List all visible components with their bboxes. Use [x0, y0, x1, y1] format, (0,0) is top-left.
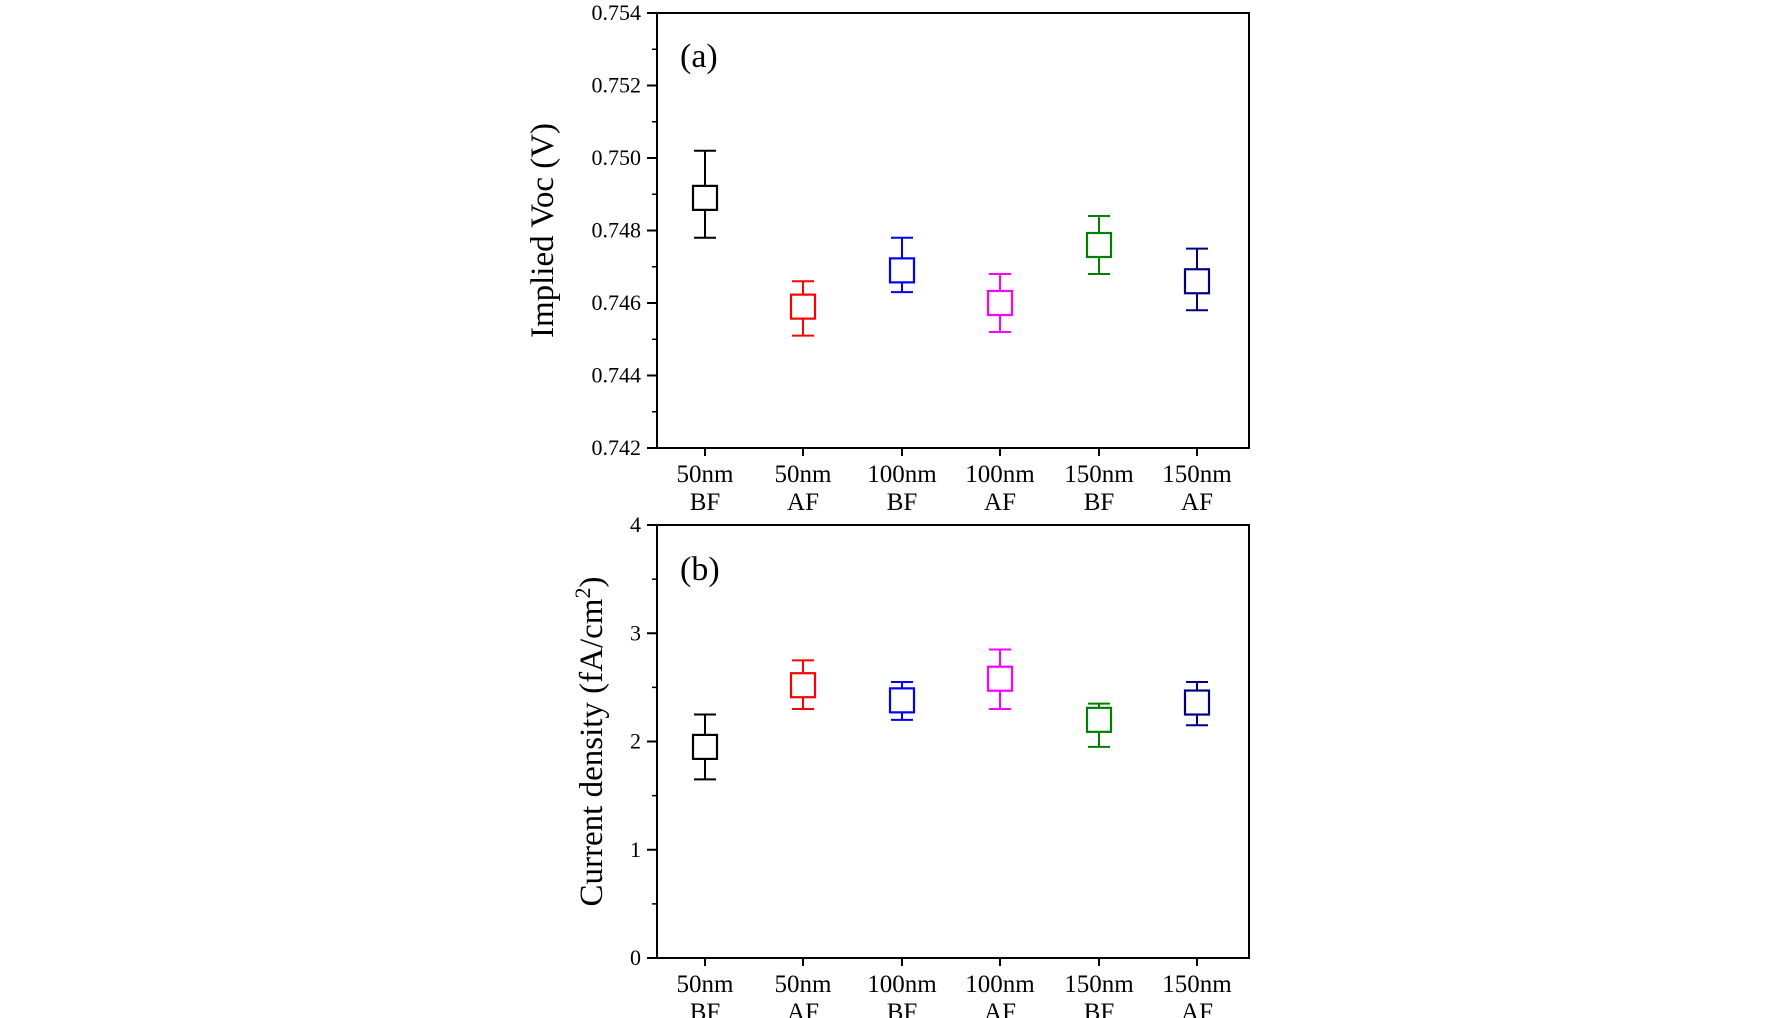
data-point	[691, 713, 719, 781]
x-tick-label: 100nm	[867, 971, 937, 998]
square-marker	[1183, 268, 1211, 295]
y-tick-label: 4	[630, 512, 641, 537]
y-tick-label: 0.752	[592, 73, 642, 98]
panel-label: (b)	[680, 551, 720, 588]
panel-label: (a)	[680, 38, 718, 75]
y-axis-title: Implied Voc (V)	[525, 123, 561, 338]
x-tick-label: 50nm	[677, 461, 735, 488]
square-marker	[691, 184, 719, 211]
data-point	[1085, 215, 1113, 275]
x-tick-label: BF	[887, 489, 918, 516]
x-tick-label: 150nm	[1064, 971, 1134, 998]
y-axis-title: Current density (fA/cm2)	[570, 577, 611, 907]
x-tick-label: 150nm	[1162, 461, 1232, 488]
x-tick-label: 100nm	[867, 461, 937, 488]
y-tick-label: 1	[630, 837, 641, 862]
x-tick-label: 100nm	[965, 971, 1035, 998]
y-tick-label: 0.750	[592, 145, 642, 170]
x-tick-label: BF	[1084, 999, 1115, 1018]
chart-panel-b: 0123450nmBF50nmAF100nmBF100nmAF150nmBF15…	[570, 512, 1250, 1018]
square-marker	[888, 257, 916, 284]
x-tick-label: BF	[690, 999, 721, 1018]
plot-frame	[656, 12, 1250, 449]
y-tick-label: 0.746	[592, 290, 642, 315]
plot-frame	[656, 524, 1250, 959]
data-point	[888, 680, 916, 721]
data-point	[1183, 247, 1211, 312]
y-tick-label: 0.744	[592, 363, 642, 388]
x-tick-label: AF	[1181, 999, 1213, 1018]
data-point	[691, 149, 719, 239]
data-point	[888, 236, 916, 294]
data-point	[986, 648, 1014, 711]
data-point	[789, 659, 817, 711]
x-tick-label: 50nm	[775, 461, 833, 488]
x-tick-label: 50nm	[775, 971, 833, 998]
square-marker	[789, 293, 817, 320]
y-tick-label: 0	[630, 945, 641, 970]
data-point	[1085, 702, 1113, 748]
x-tick-label: 150nm	[1162, 971, 1232, 998]
y-tick-label: 0.748	[592, 218, 642, 243]
x-tick-label: BF	[1084, 489, 1115, 516]
x-tick-label: AF	[787, 999, 819, 1018]
y-axis-title-superscript: 2	[570, 588, 595, 599]
data-point	[1183, 680, 1211, 727]
x-tick-label: BF	[887, 999, 918, 1018]
y-axis-title-text: Current density (fA/cm	[574, 598, 610, 906]
square-marker	[1085, 706, 1113, 733]
y-axis-title-end: )	[574, 577, 610, 588]
y-tick-label: 3	[630, 620, 641, 645]
square-marker	[1183, 689, 1211, 716]
x-tick-label: 50nm	[677, 971, 735, 998]
square-marker	[888, 687, 916, 714]
x-tick-label: AF	[1181, 489, 1213, 516]
x-tick-label: AF	[787, 489, 819, 516]
square-marker	[986, 665, 1014, 692]
square-marker	[1085, 231, 1113, 259]
square-marker	[789, 672, 817, 699]
x-tick-label: AF	[984, 999, 1016, 1018]
data-point	[789, 280, 817, 337]
chart-panel-a: 0.7420.7440.7460.7480.7500.7520.75450nmB…	[525, 0, 1250, 516]
y-tick-label: 2	[630, 729, 641, 754]
square-marker	[691, 733, 719, 761]
x-tick-label: 100nm	[965, 461, 1035, 488]
x-tick-label: AF	[984, 489, 1016, 516]
square-marker	[986, 289, 1014, 317]
x-tick-label: BF	[690, 489, 721, 516]
y-tick-label: 0.754	[592, 0, 642, 25]
x-tick-label: 150nm	[1064, 461, 1134, 488]
data-point	[986, 273, 1014, 333]
y-tick-label: 0.742	[592, 435, 642, 460]
y-axis-title-text: Implied Voc (V)	[525, 123, 561, 338]
